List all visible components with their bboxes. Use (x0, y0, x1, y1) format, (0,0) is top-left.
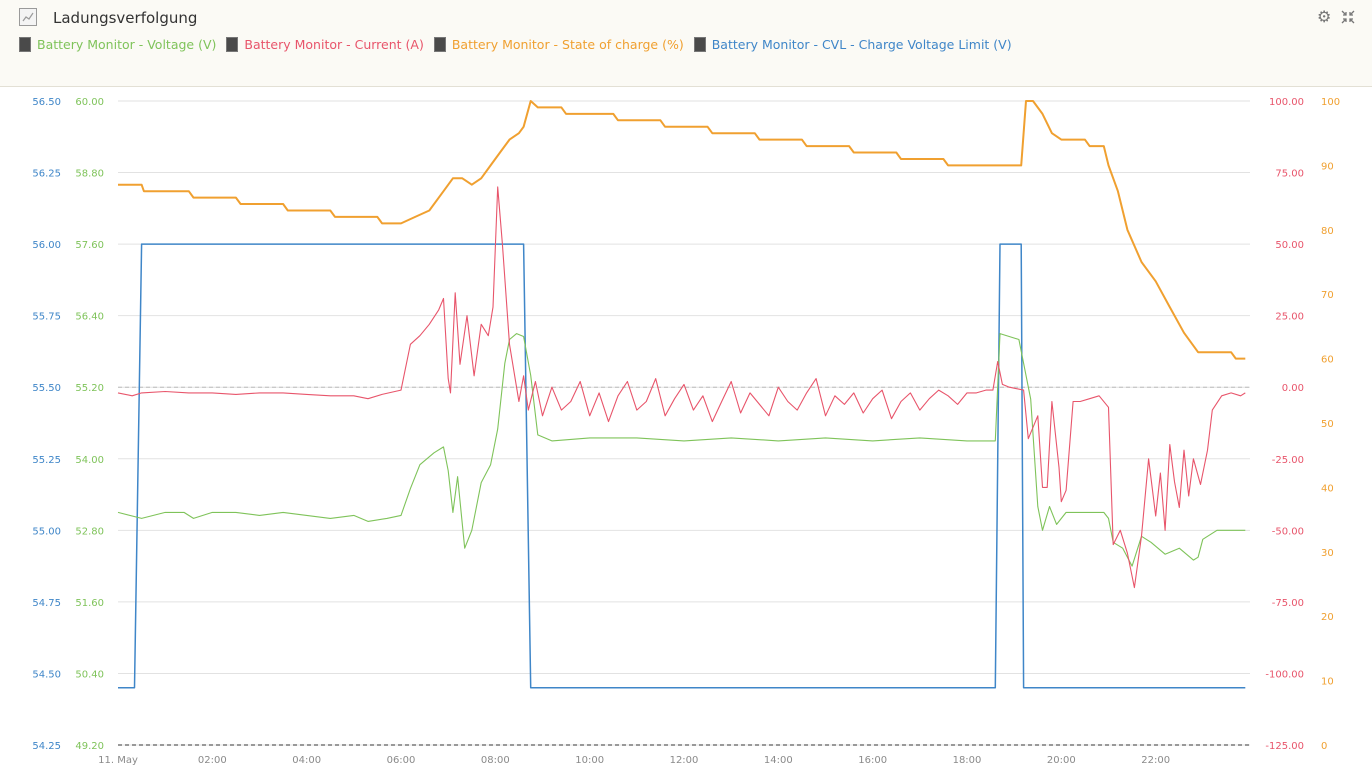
panel-header: Ladungsverfolgung ⚙ Battery Monitor - Vo… (0, 0, 1372, 87)
current-tick-label: -125.00 (1265, 741, 1304, 752)
voltage-tick-label: 50.40 (75, 669, 104, 680)
legend-label: Battery Monitor - CVL - Charge Voltage L… (711, 37, 1012, 52)
voltage-tick-label: 55.20 (75, 383, 104, 394)
voltage-tick-label: 52.80 (75, 526, 104, 537)
series-line-soc (118, 100, 1246, 360)
current-tick-label: 0.00 (1282, 383, 1304, 394)
legend-item-current[interactable]: Battery Monitor - Current (A) (226, 37, 424, 52)
soc-tick-label: 50 (1321, 419, 1334, 430)
x-tick-label: 12:00 (670, 755, 699, 766)
voltage-tick-label: 60.00 (75, 97, 104, 108)
voltage-tick-label: 57.60 (75, 240, 104, 251)
legend-swatch (693, 37, 706, 52)
current-tick-label: 100.00 (1269, 97, 1304, 108)
voltage-tick-label: 49.20 (75, 741, 104, 752)
voltage-tick-label: 56.40 (75, 312, 104, 323)
cvl-tick-label: 56.25 (32, 169, 61, 180)
x-tick-label: 14:00 (764, 755, 793, 766)
chart-title: Ladungsverfolgung (53, 9, 198, 27)
series-line-voltage (117, 333, 1246, 567)
x-tick-label: 02:00 (198, 755, 227, 766)
soc-tick-label: 40 (1321, 483, 1334, 494)
legend-swatch (19, 37, 31, 52)
soc-tick-label: 60 (1321, 355, 1334, 366)
x-tick-label: 18:00 (953, 755, 982, 766)
legend-swatch (433, 37, 446, 52)
legend-item-soc[interactable]: Battery Monitor - State of charge (%) (433, 37, 684, 52)
cvl-tick-label: 54.25 (32, 741, 61, 752)
current-tick-label: -50.00 (1272, 526, 1304, 537)
chart-legend: Battery Monitor - Voltage (V) Battery Mo… (19, 37, 1012, 52)
x-tick-label: 10:00 (575, 755, 604, 766)
voltage-tick-label: 51.60 (75, 598, 104, 609)
chart-plot: 56.50 56.25 56.00 55.75 55.50 55.25 55.00 54.75… (32, 97, 1340, 766)
x-tick-label: 16:00 (858, 755, 887, 766)
cvl-tick-label: 55.75 (32, 312, 61, 323)
legend-item-voltage[interactable]: Battery Monitor - Voltage (V) (19, 37, 216, 52)
current-tick-label: 25.00 (1275, 312, 1304, 323)
soc-tick-label: 0 (1321, 741, 1327, 752)
cvl-tick-label: 56.50 (32, 97, 61, 108)
legend-label: Battery Monitor - State of charge (%) (451, 37, 684, 52)
soc-tick-label: 70 (1321, 290, 1334, 301)
legend-swatch (226, 37, 239, 52)
line-chart-icon (19, 8, 37, 26)
series-line-cvl (118, 243, 1246, 689)
legend-label: Battery Monitor - Voltage (V) (37, 37, 217, 52)
soc-tick-label: 100 (1321, 97, 1340, 108)
soc-tick-label: 10 (1321, 677, 1334, 688)
soc-tick-label: 20 (1321, 612, 1334, 623)
current-tick-label: -100.00 (1265, 669, 1304, 680)
legend-item-cvl[interactable]: Battery Monitor - CVL - Charge Voltage L… (693, 37, 1012, 52)
cvl-tick-label: 55.50 (32, 383, 61, 394)
current-tick-label: 50.00 (1275, 240, 1304, 251)
x-tick-label: 11. May (98, 755, 138, 766)
current-tick-label: 75.00 (1275, 169, 1304, 180)
current-tick-label: -75.00 (1272, 598, 1304, 609)
gear-icon[interactable]: ⚙ (1317, 7, 1332, 26)
soc-tick-label: 80 (1321, 226, 1334, 237)
x-tick-label: 06:00 (387, 755, 416, 766)
cvl-tick-label: 55.25 (32, 455, 61, 466)
soc-tick-label: 90 (1321, 161, 1334, 172)
voltage-tick-label: 58.80 (75, 169, 104, 180)
x-tick-label: 20:00 (1047, 755, 1076, 766)
cvl-tick-label: 55.00 (32, 526, 61, 537)
cvl-tick-label: 54.50 (32, 669, 61, 680)
x-tick-label: 22:00 (1141, 755, 1170, 766)
x-tick-label: 08:00 (481, 755, 510, 766)
voltage-tick-label: 54.00 (75, 455, 104, 466)
current-tick-label: -25.00 (1272, 455, 1304, 466)
legend-label: Battery Monitor - Current (A) (244, 37, 424, 52)
x-tick-label: 04:00 (292, 755, 321, 766)
soc-tick-label: 30 (1321, 548, 1334, 559)
cvl-tick-label: 56.00 (32, 240, 61, 251)
cvl-tick-label: 54.75 (32, 598, 61, 609)
collapse-icon[interactable] (1340, 7, 1356, 29)
series-line-current (117, 186, 1246, 589)
